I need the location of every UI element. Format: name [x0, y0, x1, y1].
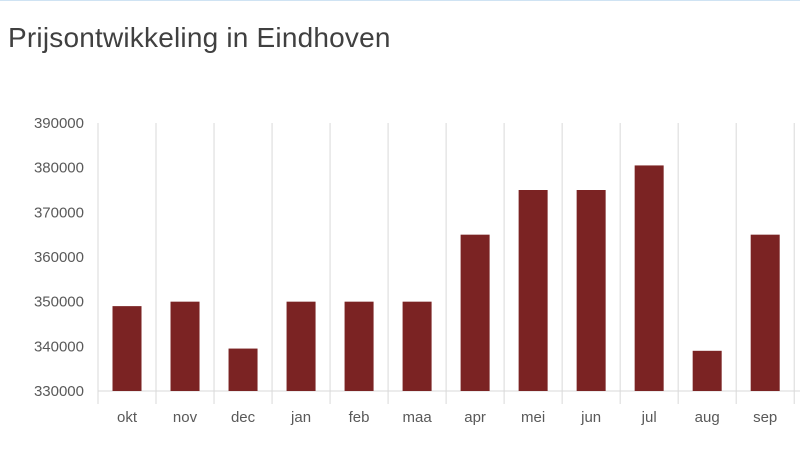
x-tick-label: sep	[753, 409, 777, 426]
bar-apr	[460, 234, 490, 391]
y-axis: 330000 340000 350000 360000 370000 380000 3900…	[34, 115, 84, 400]
y-tick-label: 360000	[34, 249, 84, 266]
x-tick-label: jul	[641, 409, 657, 426]
x-axis: okt nov dec jan feb maa apr mei jun jul aug sep	[117, 409, 777, 426]
bar-okt	[112, 306, 142, 391]
bars	[112, 165, 780, 391]
bar-maa	[402, 301, 432, 391]
bar-aug	[692, 350, 722, 391]
bar-sep	[750, 234, 780, 391]
y-tick-label: 350000	[34, 294, 84, 311]
x-tick-label: maa	[402, 409, 432, 426]
bar-mei	[518, 190, 548, 391]
y-tick-label: 390000	[34, 115, 84, 132]
bar-feb	[344, 301, 374, 391]
x-tick-label: okt	[117, 409, 138, 426]
x-tick-label: aug	[695, 409, 720, 426]
y-tick-label: 370000	[34, 204, 84, 221]
x-tick-label: nov	[173, 409, 198, 426]
bar-nov	[170, 301, 200, 391]
top-border	[0, 0, 800, 1]
y-tick-label: 340000	[34, 338, 84, 355]
x-tick-label: dec	[231, 409, 256, 426]
x-tick-label: jan	[290, 409, 311, 426]
bar-jul	[634, 165, 664, 391]
gridlines	[97, 123, 800, 404]
chart-title: Prijsontwikkeling in Eindhoven	[8, 22, 391, 53]
bar-jun	[576, 190, 606, 391]
bar-dec	[228, 348, 258, 391]
x-tick-label: feb	[349, 409, 370, 426]
y-tick-label: 330000	[34, 383, 84, 400]
x-tick-label: mei	[521, 409, 545, 426]
x-tick-label: jun	[580, 409, 601, 426]
y-tick-label: 380000	[34, 160, 84, 177]
bar-jan	[286, 301, 316, 391]
x-tick-label: apr	[464, 409, 486, 426]
